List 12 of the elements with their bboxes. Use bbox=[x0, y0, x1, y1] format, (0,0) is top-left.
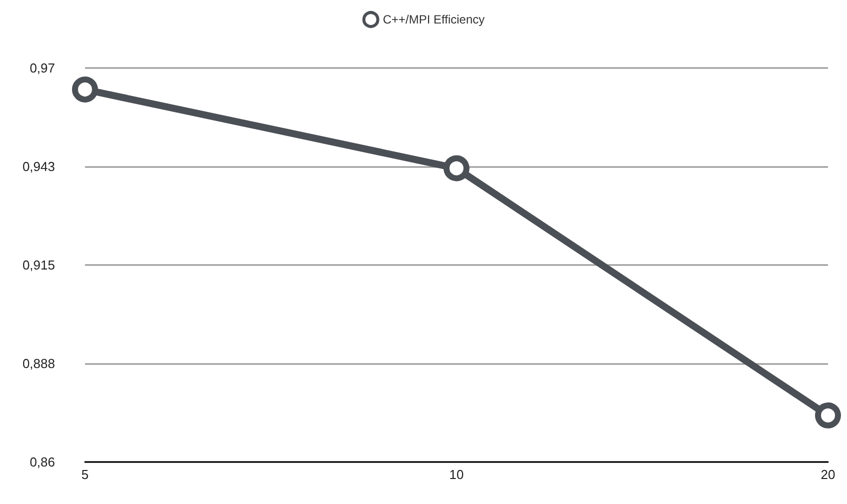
x-tick-label: 20 bbox=[820, 467, 836, 482]
point bbox=[444, 155, 470, 182]
legend-label: C++/MPI Efficiency bbox=[382, 12, 485, 26]
x-tick-label: 5 bbox=[81, 467, 89, 482]
point bbox=[815, 402, 841, 428]
y-tick-label: 0,915 bbox=[22, 258, 55, 272]
y-tick-label: 0,943 bbox=[22, 159, 55, 174]
y-tick-label: 0,86 bbox=[30, 454, 55, 470]
y-tick-label: 0,97 bbox=[30, 60, 55, 76]
point bbox=[72, 76, 98, 102]
x-tick-label: 10 bbox=[449, 467, 464, 482]
y-tick-label: 0,888 bbox=[22, 356, 55, 371]
